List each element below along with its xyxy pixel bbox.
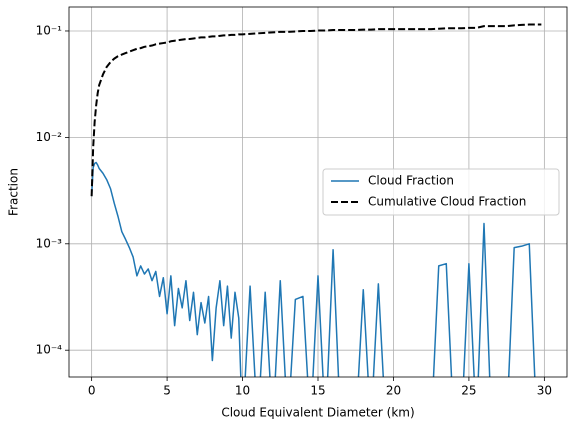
x-tick-label: 20 xyxy=(386,384,401,398)
y-tick-label: 10⁻¹ xyxy=(36,23,63,37)
x-tick-label: 5 xyxy=(163,384,171,398)
y-tick-label: 10⁻² xyxy=(36,130,63,144)
x-tick-label: 25 xyxy=(461,384,476,398)
plot-area xyxy=(90,23,542,377)
legend-box xyxy=(322,168,560,216)
x-tick-label: 15 xyxy=(310,384,325,398)
x-axis-label: Cloud Equivalent Diameter (km) xyxy=(221,406,414,420)
x-tick-label: 0 xyxy=(88,384,96,398)
y-axis-label: Fraction xyxy=(7,168,21,216)
y-tick-label: 10⁻³ xyxy=(36,236,63,250)
x-tick-label: 10 xyxy=(235,384,250,398)
ticks: 0 5 10 15 20 25 30 10⁻¹ 10⁻² 10⁻³ 10⁻⁴ xyxy=(36,23,552,397)
y-tick-label: 10⁻⁴ xyxy=(36,343,63,357)
data-line xyxy=(90,161,536,377)
x-tick-label: 30 xyxy=(537,384,552,398)
data-line xyxy=(90,23,542,197)
legend: Cloud Fraction Cumulative Cloud Fraction xyxy=(322,168,560,216)
legend-label: Cumulative Cloud Fraction xyxy=(368,195,526,209)
legend-label: Cloud Fraction xyxy=(368,174,454,188)
